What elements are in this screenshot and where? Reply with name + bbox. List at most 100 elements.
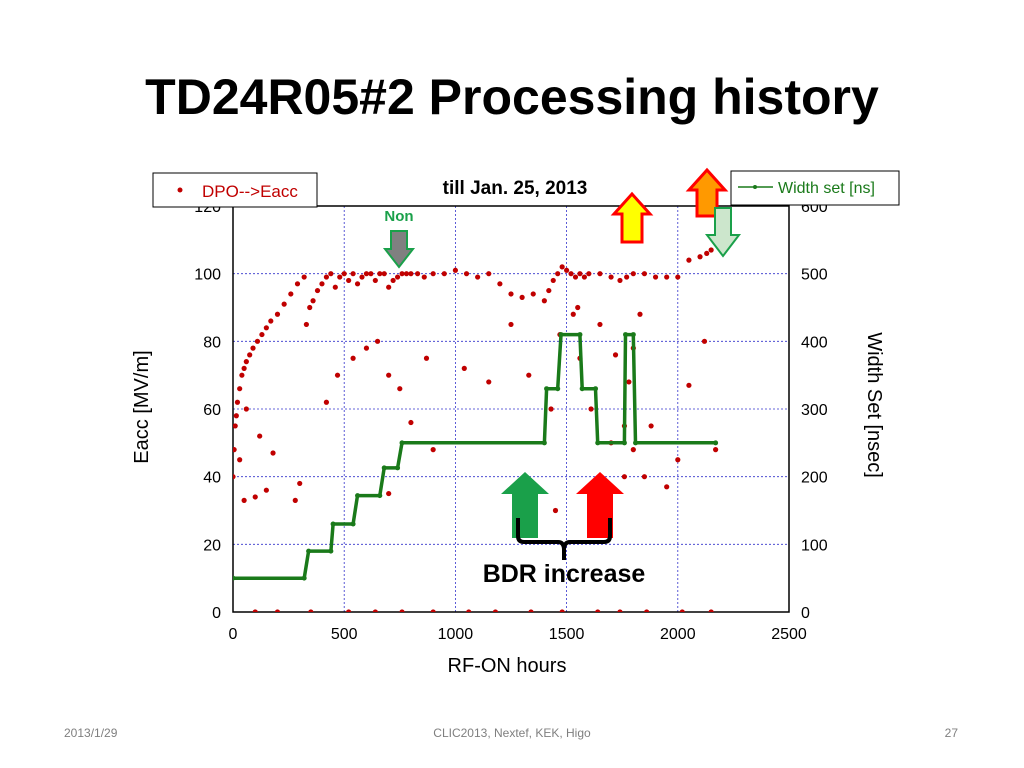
eacc-point <box>281 301 287 307</box>
eacc-point <box>686 382 692 388</box>
eacc-point <box>441 271 447 277</box>
eacc-point <box>372 277 378 284</box>
eacc-point <box>403 271 410 277</box>
width-set-point <box>623 332 629 338</box>
eacc-point <box>386 372 392 378</box>
legend-width-marker <box>753 185 757 189</box>
eacc-point <box>350 355 356 361</box>
width-set-point <box>541 440 547 446</box>
eacc-point <box>254 338 261 344</box>
eacc-point <box>648 423 654 429</box>
eacc-point <box>252 494 258 500</box>
eacc-point <box>497 281 503 287</box>
eacc-point <box>270 450 276 456</box>
eacc-point <box>346 609 352 612</box>
eacc-point <box>630 447 636 453</box>
bdr-increase-label: BDR increase <box>483 560 646 588</box>
eacc-point <box>237 457 243 463</box>
y2-tick-label: 500 <box>801 267 828 284</box>
y-tick-label: 60 <box>203 402 221 419</box>
eacc-point <box>475 274 481 280</box>
eacc-point <box>247 352 253 358</box>
eacc-point <box>568 271 574 277</box>
eacc-point <box>274 311 281 317</box>
eacc-point <box>637 311 643 317</box>
eacc-point <box>319 281 325 287</box>
width-set-point <box>579 386 585 392</box>
eacc-point <box>314 287 321 294</box>
width-set-point <box>577 332 583 338</box>
eacc-point <box>421 274 427 280</box>
eacc-point <box>686 257 692 263</box>
eacc-point <box>257 433 263 439</box>
eacc-point <box>241 497 247 503</box>
eacc-point <box>519 294 525 300</box>
legend-eacc-marker <box>177 187 183 193</box>
eacc-point <box>233 413 239 419</box>
eacc-point <box>233 474 236 480</box>
chart-title: till Jan. 25, 2013 <box>443 178 588 199</box>
width-set-point <box>381 465 387 471</box>
eacc-point <box>377 271 383 277</box>
eacc-point <box>575 304 581 311</box>
eacc-point <box>486 379 492 385</box>
eacc-point <box>508 321 514 328</box>
y2-tick-label: 300 <box>801 402 828 419</box>
y2-axis-label: Width Set [nsec] <box>863 332 885 478</box>
y-tick-label: 0 <box>212 605 221 622</box>
y2-tick-label: 0 <box>801 605 810 622</box>
width-set-point <box>330 521 336 527</box>
eacc-point <box>704 250 710 256</box>
eacc-point <box>546 287 552 294</box>
eacc-point <box>243 359 249 365</box>
gray-down-arrow-icon <box>382 230 416 269</box>
y2-tick-label: 200 <box>801 470 828 487</box>
eacc-point <box>461 365 467 371</box>
eacc-point <box>386 490 392 497</box>
legend-width-label: Width set [ns] <box>778 180 875 197</box>
eacc-point <box>386 284 392 290</box>
eacc-point <box>466 609 472 612</box>
eacc-point <box>408 419 414 426</box>
eacc-point <box>492 609 499 612</box>
eacc-point <box>397 386 403 392</box>
width-set-point <box>595 440 601 446</box>
eacc-point <box>595 609 601 612</box>
eacc-point <box>274 609 281 612</box>
eacc-point <box>486 271 492 277</box>
eacc-point <box>363 345 370 351</box>
eacc-point <box>597 271 603 277</box>
eacc-point <box>550 277 556 284</box>
eacc-point <box>241 365 247 371</box>
y-tick-label: 20 <box>203 537 221 554</box>
eacc-point <box>713 447 719 453</box>
eacc-point <box>408 271 414 277</box>
width-set-point <box>301 575 307 581</box>
eacc-point <box>399 271 405 277</box>
eacc-point <box>528 609 534 612</box>
eacc-point <box>337 274 343 280</box>
eacc-point <box>310 298 316 304</box>
eacc-point <box>570 311 576 317</box>
width-set-point <box>593 386 599 392</box>
eacc-point <box>243 406 249 412</box>
chart-grid <box>233 206 789 612</box>
width-set-point <box>328 548 334 554</box>
eacc-point <box>250 345 256 351</box>
eacc-point <box>430 609 436 612</box>
yellow-up-arrow-icon <box>610 191 654 244</box>
eacc-point <box>252 609 258 612</box>
eacc-point <box>664 484 670 490</box>
eacc-point <box>423 355 430 361</box>
eacc-point <box>308 609 314 612</box>
eacc-point <box>577 271 583 277</box>
width-set-point <box>233 575 236 581</box>
eacc-point <box>626 379 632 385</box>
x-tick-label: 500 <box>331 626 358 643</box>
legend-width: Width set [ns] <box>730 170 900 206</box>
footer-text: CLIC2013, Nextef, KEK, Higo <box>433 726 591 740</box>
eacc-point <box>294 281 301 287</box>
eacc-point <box>641 474 648 480</box>
slide-title: TD24R05#2 Processing history <box>145 69 879 125</box>
